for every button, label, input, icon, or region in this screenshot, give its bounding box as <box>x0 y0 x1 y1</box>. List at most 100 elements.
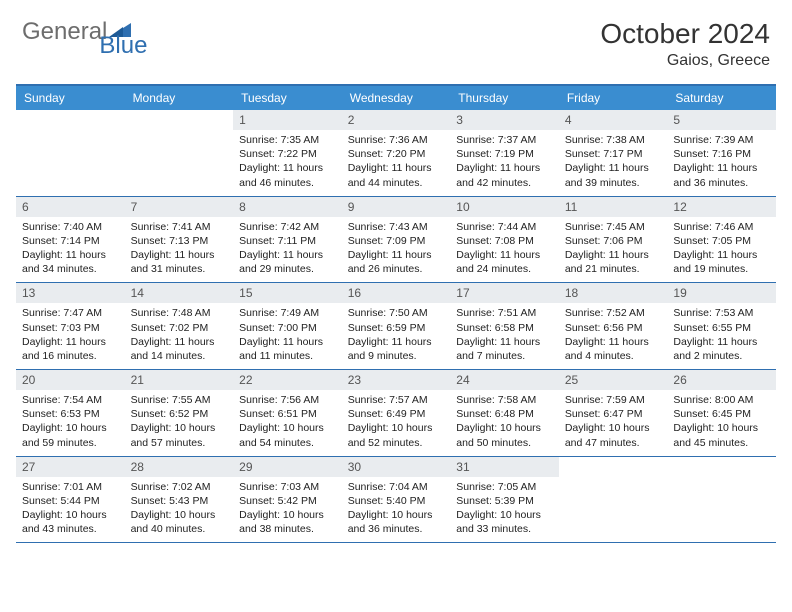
daylight-text: Daylight: 11 hours and 29 minutes. <box>239 248 336 276</box>
day-number: 28 <box>125 457 234 477</box>
sunrise-text: Sunrise: 7:47 AM <box>22 306 119 320</box>
day-cell: 3Sunrise: 7:37 AMSunset: 7:19 PMDaylight… <box>450 110 559 196</box>
day-content: Sunrise: 7:53 AMSunset: 6:55 PMDaylight:… <box>667 303 776 369</box>
sunrise-text: Sunrise: 7:55 AM <box>131 393 228 407</box>
day-content: Sunrise: 7:51 AMSunset: 6:58 PMDaylight:… <box>450 303 559 369</box>
sunrise-text: Sunrise: 7:41 AM <box>131 220 228 234</box>
day-content: Sunrise: 7:39 AMSunset: 7:16 PMDaylight:… <box>667 130 776 196</box>
daylight-text: Daylight: 11 hours and 21 minutes. <box>565 248 662 276</box>
day-cell: 21Sunrise: 7:55 AMSunset: 6:52 PMDayligh… <box>125 370 234 456</box>
sunrise-text: Sunrise: 7:35 AM <box>239 133 336 147</box>
daylight-text: Daylight: 11 hours and 36 minutes. <box>673 161 770 189</box>
daylight-text: Daylight: 10 hours and 52 minutes. <box>348 421 445 449</box>
day-content: Sunrise: 7:50 AMSunset: 6:59 PMDaylight:… <box>342 303 451 369</box>
daylight-text: Daylight: 11 hours and 24 minutes. <box>456 248 553 276</box>
sunset-text: Sunset: 5:42 PM <box>239 494 336 508</box>
daylight-text: Daylight: 11 hours and 11 minutes. <box>239 335 336 363</box>
logo-word2: Blue <box>99 32 147 60</box>
day-number: 10 <box>450 197 559 217</box>
day-number: 23 <box>342 370 451 390</box>
daylight-text: Daylight: 10 hours and 43 minutes. <box>22 508 119 536</box>
sunrise-text: Sunrise: 7:46 AM <box>673 220 770 234</box>
sunset-text: Sunset: 6:49 PM <box>348 407 445 421</box>
daylight-text: Daylight: 10 hours and 54 minutes. <box>239 421 336 449</box>
sunset-text: Sunset: 6:48 PM <box>456 407 553 421</box>
day-content: Sunrise: 8:00 AMSunset: 6:45 PMDaylight:… <box>667 390 776 456</box>
day-content: Sunrise: 7:49 AMSunset: 7:00 PMDaylight:… <box>233 303 342 369</box>
sunset-text: Sunset: 6:51 PM <box>239 407 336 421</box>
sunset-text: Sunset: 6:53 PM <box>22 407 119 421</box>
day-number: 4 <box>559 110 668 130</box>
day-number: 3 <box>450 110 559 130</box>
day-content: Sunrise: 7:36 AMSunset: 7:20 PMDaylight:… <box>342 130 451 196</box>
daylight-text: Daylight: 10 hours and 45 minutes. <box>673 421 770 449</box>
day-number: 5 <box>667 110 776 130</box>
sunset-text: Sunset: 6:45 PM <box>673 407 770 421</box>
daylight-text: Daylight: 11 hours and 14 minutes. <box>131 335 228 363</box>
day-cell: 12Sunrise: 7:46 AMSunset: 7:05 PMDayligh… <box>667 197 776 283</box>
day-content: Sunrise: 7:01 AMSunset: 5:44 PMDaylight:… <box>16 477 125 543</box>
sunrise-text: Sunrise: 7:01 AM <box>22 480 119 494</box>
day-content: Sunrise: 7:54 AMSunset: 6:53 PMDaylight:… <box>16 390 125 456</box>
day-content: Sunrise: 7:48 AMSunset: 7:02 PMDaylight:… <box>125 303 234 369</box>
daylight-text: Daylight: 10 hours and 50 minutes. <box>456 421 553 449</box>
calendar: Sunday Monday Tuesday Wednesday Thursday… <box>16 84 776 543</box>
day-cell: 9Sunrise: 7:43 AMSunset: 7:09 PMDaylight… <box>342 197 451 283</box>
day-cell: 16Sunrise: 7:50 AMSunset: 6:59 PMDayligh… <box>342 283 451 369</box>
sunset-text: Sunset: 7:00 PM <box>239 321 336 335</box>
sunrise-text: Sunrise: 7:37 AM <box>456 133 553 147</box>
sunset-text: Sunset: 7:14 PM <box>22 234 119 248</box>
day-content: Sunrise: 7:44 AMSunset: 7:08 PMDaylight:… <box>450 217 559 283</box>
day-number: 6 <box>16 197 125 217</box>
day-cell: 14Sunrise: 7:48 AMSunset: 7:02 PMDayligh… <box>125 283 234 369</box>
header: General Blue October 2024 Gaios, Greece <box>0 0 792 76</box>
day-number: 8 <box>233 197 342 217</box>
sunset-text: Sunset: 7:20 PM <box>348 147 445 161</box>
day-number: 24 <box>450 370 559 390</box>
day-cell: 15Sunrise: 7:49 AMSunset: 7:00 PMDayligh… <box>233 283 342 369</box>
day-cell: 31Sunrise: 7:05 AMSunset: 5:39 PMDayligh… <box>450 457 559 543</box>
day-cell: 1Sunrise: 7:35 AMSunset: 7:22 PMDaylight… <box>233 110 342 196</box>
weekday-row: Sunday Monday Tuesday Wednesday Thursday… <box>16 86 776 110</box>
day-cell: 17Sunrise: 7:51 AMSunset: 6:58 PMDayligh… <box>450 283 559 369</box>
day-cell: 10Sunrise: 7:44 AMSunset: 7:08 PMDayligh… <box>450 197 559 283</box>
daylight-text: Daylight: 10 hours and 36 minutes. <box>348 508 445 536</box>
daylight-text: Daylight: 11 hours and 39 minutes. <box>565 161 662 189</box>
sunrise-text: Sunrise: 7:03 AM <box>239 480 336 494</box>
day-cell <box>125 110 234 196</box>
sunrise-text: Sunrise: 7:38 AM <box>565 133 662 147</box>
daylight-text: Daylight: 10 hours and 33 minutes. <box>456 508 553 536</box>
sunset-text: Sunset: 7:03 PM <box>22 321 119 335</box>
weekday-wed: Wednesday <box>342 86 451 110</box>
daylight-text: Daylight: 10 hours and 59 minutes. <box>22 421 119 449</box>
day-content: Sunrise: 7:52 AMSunset: 6:56 PMDaylight:… <box>559 303 668 369</box>
month-title: October 2024 <box>600 18 770 50</box>
day-number: 9 <box>342 197 451 217</box>
day-number: 25 <box>559 370 668 390</box>
sunrise-text: Sunrise: 8:00 AM <box>673 393 770 407</box>
day-number: 21 <box>125 370 234 390</box>
day-cell: 30Sunrise: 7:04 AMSunset: 5:40 PMDayligh… <box>342 457 451 543</box>
day-content: Sunrise: 7:37 AMSunset: 7:19 PMDaylight:… <box>450 130 559 196</box>
day-number: 2 <box>342 110 451 130</box>
day-content: Sunrise: 7:47 AMSunset: 7:03 PMDaylight:… <box>16 303 125 369</box>
sunset-text: Sunset: 7:22 PM <box>239 147 336 161</box>
weekday-thu: Thursday <box>450 86 559 110</box>
sunrise-text: Sunrise: 7:36 AM <box>348 133 445 147</box>
day-number: 16 <box>342 283 451 303</box>
day-number: 18 <box>559 283 668 303</box>
day-cell: 6Sunrise: 7:40 AMSunset: 7:14 PMDaylight… <box>16 197 125 283</box>
daylight-text: Daylight: 11 hours and 16 minutes. <box>22 335 119 363</box>
sunset-text: Sunset: 7:02 PM <box>131 321 228 335</box>
daylight-text: Daylight: 11 hours and 4 minutes. <box>565 335 662 363</box>
daylight-text: Daylight: 11 hours and 44 minutes. <box>348 161 445 189</box>
day-content: Sunrise: 7:40 AMSunset: 7:14 PMDaylight:… <box>16 217 125 283</box>
title-block: October 2024 Gaios, Greece <box>600 18 770 70</box>
day-content: Sunrise: 7:43 AMSunset: 7:09 PMDaylight:… <box>342 217 451 283</box>
day-content: Sunrise: 7:41 AMSunset: 7:13 PMDaylight:… <box>125 217 234 283</box>
day-number: 31 <box>450 457 559 477</box>
day-cell: 20Sunrise: 7:54 AMSunset: 6:53 PMDayligh… <box>16 370 125 456</box>
weekday-mon: Monday <box>125 86 234 110</box>
sunrise-text: Sunrise: 7:53 AM <box>673 306 770 320</box>
day-cell: 13Sunrise: 7:47 AMSunset: 7:03 PMDayligh… <box>16 283 125 369</box>
